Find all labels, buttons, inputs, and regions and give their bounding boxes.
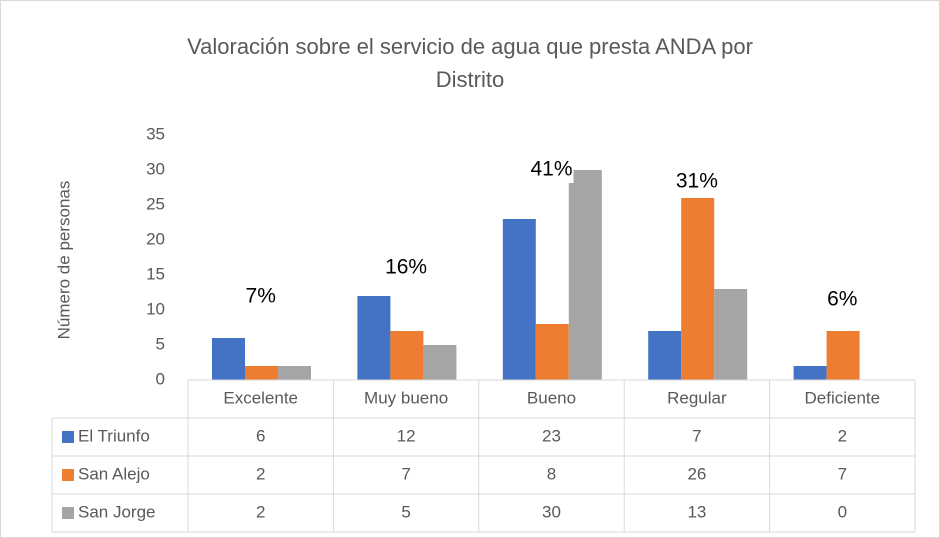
bar — [535, 324, 569, 380]
bar — [568, 170, 602, 380]
table-value: 23 — [542, 426, 561, 445]
x-tick-label: Deficiente — [804, 388, 880, 407]
y-tick-label: 5 — [156, 334, 165, 353]
annotation: 16% — [385, 256, 427, 279]
annotation: 7% — [246, 285, 276, 308]
annotation: 41% — [530, 158, 572, 181]
x-tick-label: Regular — [667, 388, 727, 407]
legend-label: El Triunfo — [78, 426, 150, 445]
legend-swatch — [62, 507, 74, 519]
annotation: 6% — [827, 288, 857, 311]
bar — [212, 338, 245, 380]
table-value: 7 — [401, 464, 410, 483]
legend-label: San Jorge — [78, 502, 156, 521]
bar — [278, 366, 311, 380]
bar — [826, 331, 860, 380]
y-tick-label: 35 — [146, 124, 165, 143]
table-value: 26 — [687, 464, 706, 483]
bar — [681, 198, 715, 380]
table-value: 30 — [542, 502, 561, 521]
table-value: 7 — [838, 464, 847, 483]
bar — [357, 296, 391, 380]
table-value: 7 — [692, 426, 701, 445]
y-tick-label: 30 — [146, 159, 165, 178]
y-tick-label: 20 — [146, 229, 165, 248]
table-value: 6 — [256, 426, 265, 445]
table-value: 8 — [547, 464, 556, 483]
chart-title: Valoración sobre el servicio de agua que… — [187, 34, 753, 92]
x-tick-label: Muy bueno — [364, 388, 448, 407]
table-value: 2 — [256, 464, 265, 483]
x-tick-label: Excelente — [223, 388, 298, 407]
bar — [423, 345, 457, 380]
table-value: 12 — [397, 426, 416, 445]
bar — [648, 331, 682, 380]
bar — [245, 366, 278, 380]
annotation: 31% — [676, 170, 718, 193]
bar — [714, 289, 748, 380]
table-value: 13 — [687, 502, 706, 521]
table-value: 0 — [838, 502, 847, 521]
bar — [502, 219, 536, 380]
annotation-bg — [529, 157, 574, 183]
y-tick-label: 0 — [156, 369, 165, 388]
bar — [793, 366, 827, 380]
y-axis-title: Número de personas — [54, 181, 73, 340]
y-tick-label: 10 — [146, 299, 165, 318]
y-tick-label: 25 — [146, 194, 165, 213]
legend-swatch — [62, 431, 74, 443]
y-tick-label: 15 — [146, 264, 165, 283]
legend-swatch — [62, 469, 74, 481]
legend-label: San Alejo — [78, 464, 150, 483]
table-value: 5 — [401, 502, 410, 521]
table-value: 2 — [838, 426, 847, 445]
x-tick-label: Bueno — [527, 388, 576, 407]
table-value: 2 — [256, 502, 265, 521]
bar — [390, 331, 424, 380]
